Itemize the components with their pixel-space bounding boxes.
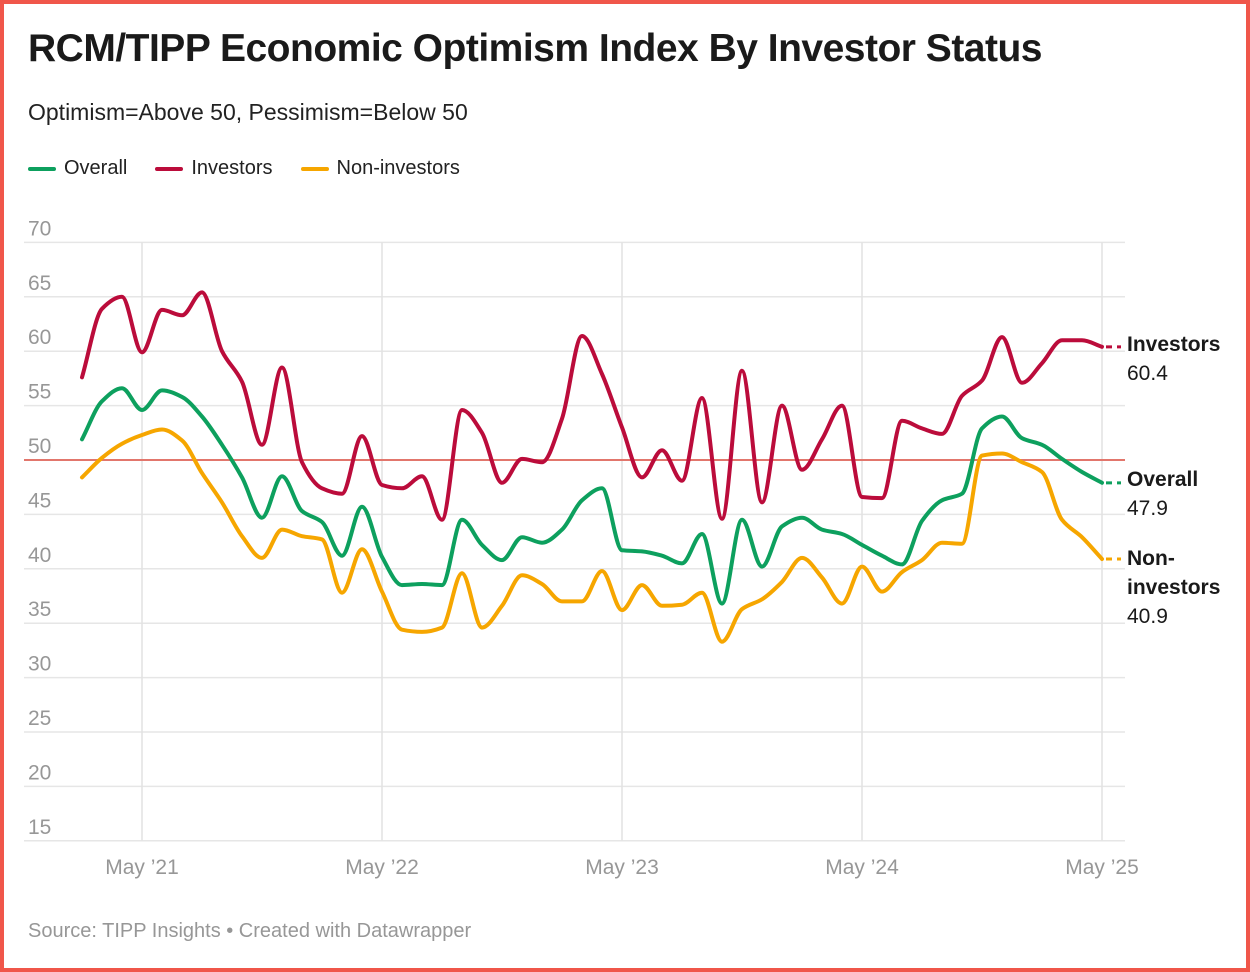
x-axis-tick-label: May ’25 [1065, 856, 1139, 879]
y-axis-tick-label: 20 [28, 761, 51, 784]
legend-label-investors: Investors [191, 157, 273, 179]
series-end-value: 47.9 [1127, 497, 1168, 520]
series-end-name: Non-investors [1127, 547, 1221, 599]
legend-label-non-investors: Non-investors [336, 157, 460, 179]
series-line-investors [80, 290, 1104, 522]
legend-item-non-investors: Non-investors [300, 157, 460, 180]
x-axis-tick-label: May ’23 [585, 856, 659, 879]
investors-line-swatch [155, 166, 184, 171]
series-end-name: Investors [1127, 333, 1221, 356]
legend: Overall Investors Non-investors [28, 157, 460, 180]
source-attribution: Source: TIPP Insights • Created with Dat… [28, 920, 472, 942]
series-line-non-investors [80, 427, 1104, 644]
legend-item-overall: Overall [28, 157, 127, 180]
series-line-overall [80, 386, 1104, 606]
y-axis-tick-label: 45 [28, 489, 51, 512]
x-axis-tick-label: May ’24 [825, 856, 899, 879]
x-axis-tick-label: May ’22 [345, 856, 419, 879]
page-title: RCM/TIPP Economic Optimism Index By Inve… [28, 27, 1043, 70]
overall-line-swatch [28, 166, 56, 171]
series-end-label-overall: Overall 47.9 [1127, 465, 1241, 523]
series-end-value: 40.9 [1127, 605, 1168, 628]
y-axis-tick-label: 70 [28, 217, 51, 240]
y-axis-tick-label: 65 [28, 272, 51, 295]
y-axis-tick-label: 50 [28, 435, 51, 458]
y-axis-tick-label: 55 [28, 381, 51, 404]
chart-subtitle: Optimism=Above 50, Pessimism=Below 50 [28, 99, 468, 125]
y-axis-tick-label: 15 [28, 816, 51, 839]
non-investors-line-swatch [300, 166, 329, 171]
series-end-name: Overall [1127, 468, 1199, 491]
y-axis-tick-label: 25 [28, 707, 51, 730]
y-axis-tick-label: 35 [28, 598, 51, 621]
series-end-value: 60.4 [1127, 362, 1168, 385]
legend-item-investors: Investors [155, 157, 273, 180]
y-axis-tick-label: 60 [28, 326, 51, 349]
series-end-label-non-investors: Non-investors 40.9 [1127, 544, 1241, 631]
x-axis-tick-label: May ’21 [105, 856, 179, 879]
series-end-label-investors: Investors 60.4 [1127, 330, 1241, 388]
y-axis-tick-label: 30 [28, 653, 51, 676]
legend-label-overall: Overall [64, 157, 128, 179]
y-axis-tick-label: 40 [28, 544, 51, 567]
